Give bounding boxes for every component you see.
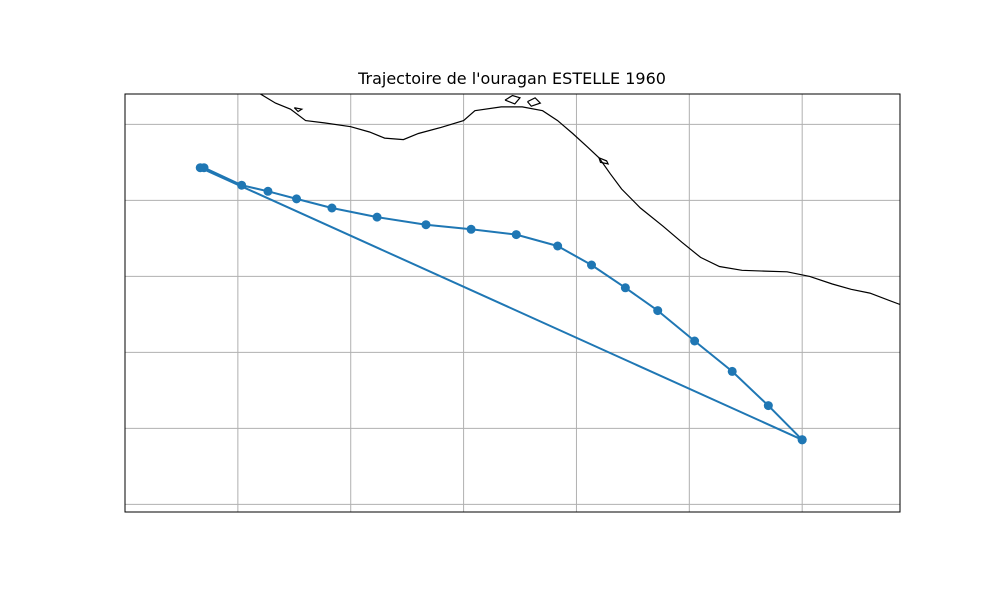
- track-line: [199, 166, 803, 441]
- track-point: [421, 220, 431, 230]
- track-point: [263, 186, 273, 196]
- track-point: [466, 224, 476, 234]
- track-point: [195, 163, 205, 173]
- track-point: [327, 203, 337, 213]
- track-point: [553, 241, 563, 251]
- coastline-island: [293, 107, 304, 113]
- track-point: [237, 180, 247, 190]
- coastline-mainland: [260, 94, 900, 306]
- coastline-island: [504, 94, 522, 105]
- track-point: [797, 435, 807, 445]
- track-point: [620, 283, 630, 293]
- track-point: [292, 194, 302, 204]
- track-point: [727, 366, 737, 376]
- track-point: [372, 212, 382, 222]
- coastline-island: [598, 157, 610, 165]
- coastline-island: [527, 97, 542, 107]
- track-point: [587, 260, 597, 270]
- track-point: [763, 401, 773, 411]
- plot-area: [124, 93, 901, 513]
- series-group: [195, 163, 807, 445]
- chart-title: Trajectoire de l'ouragan ESTELLE 1960: [357, 69, 666, 88]
- track-point: [653, 306, 663, 316]
- track-point: [511, 230, 521, 240]
- plot-frame: [124, 93, 901, 513]
- track-point: [690, 336, 700, 346]
- coastline: [260, 94, 900, 306]
- grid-lines: [125, 94, 900, 512]
